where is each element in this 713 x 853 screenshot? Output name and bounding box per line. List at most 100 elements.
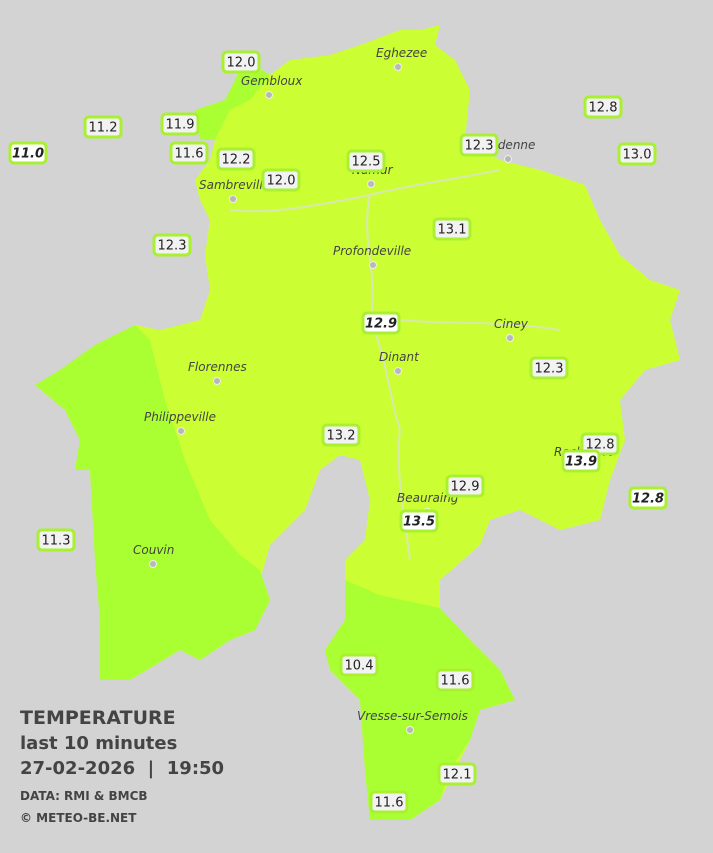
station-box xyxy=(221,50,261,74)
city-name: Gembloux xyxy=(241,74,303,88)
station-value: 12.9 xyxy=(365,317,397,332)
station: 12.2 xyxy=(216,147,256,171)
station: 11.9 xyxy=(160,112,200,136)
caption-datetime: 27-02-2026 | 19:50 xyxy=(20,758,224,779)
station-box xyxy=(432,217,472,241)
station: 12.3 xyxy=(152,233,192,257)
station: 10.4 xyxy=(339,653,379,677)
station-value: 11.3 xyxy=(42,534,71,549)
station: 13.1 xyxy=(432,217,472,241)
station-value: 13.5 xyxy=(403,515,435,530)
station-value: 12.8 xyxy=(589,101,618,116)
station-box xyxy=(445,474,485,498)
station-value: 12.3 xyxy=(535,362,564,377)
city-dot xyxy=(394,367,402,375)
station-value: 12.0 xyxy=(227,56,256,71)
station-box xyxy=(321,423,361,447)
caption-credit: © METEO-BE.NET xyxy=(20,811,137,825)
station: 12.8 xyxy=(628,486,668,510)
station: 11.3 xyxy=(36,528,76,552)
station-box xyxy=(261,168,301,192)
station-box xyxy=(583,95,623,119)
station: 11.6 xyxy=(369,790,409,814)
city-dot xyxy=(504,155,512,163)
station: 11.6 xyxy=(435,668,475,692)
station-box xyxy=(8,141,48,165)
station: 11.2 xyxy=(83,115,123,139)
city-dot xyxy=(149,560,157,568)
station: 12.8 xyxy=(583,95,623,119)
station-box xyxy=(435,668,475,692)
station-value: 11.0 xyxy=(12,147,44,162)
station-value: 12.8 xyxy=(632,492,664,507)
station-value: 13.9 xyxy=(565,455,597,470)
city-dot xyxy=(177,427,185,435)
station-value: 12.0 xyxy=(267,174,296,189)
caption-subtitle: last 10 minutes xyxy=(20,733,177,754)
station: 13.9 xyxy=(561,449,601,473)
station-box xyxy=(216,147,256,171)
station-value: 11.6 xyxy=(375,796,404,811)
city-name: Philippeville xyxy=(144,410,216,424)
station-box xyxy=(399,509,439,533)
station-box xyxy=(437,762,477,786)
station-box xyxy=(339,653,379,677)
station-value: 13.2 xyxy=(327,429,356,444)
city-name: Vresse-sur-Semois xyxy=(357,709,468,723)
station-box xyxy=(628,486,668,510)
zone-west xyxy=(35,325,270,680)
station-value: 11.6 xyxy=(175,147,204,162)
station: 12.9 xyxy=(361,311,401,335)
city-name: Florennes xyxy=(188,360,247,374)
station: 13.0 xyxy=(617,142,657,166)
caption-source: DATA: RMI & BMCB xyxy=(20,789,148,803)
city-dot xyxy=(369,261,377,269)
station-box xyxy=(459,133,499,157)
station-box xyxy=(369,790,409,814)
zone-south xyxy=(325,580,515,820)
city-name: Eghezee xyxy=(376,46,427,60)
city-dot xyxy=(506,334,514,342)
station-value: 12.1 xyxy=(443,768,472,783)
city-dot xyxy=(406,726,414,734)
caption-title: TEMPERATURE xyxy=(20,707,176,729)
city-dot xyxy=(394,63,402,71)
city-dot xyxy=(265,91,273,99)
station-box xyxy=(529,356,569,380)
station-box xyxy=(160,112,200,136)
city-dot xyxy=(367,180,375,188)
station: 12.3 xyxy=(529,356,569,380)
station-box xyxy=(561,449,601,473)
station: 13.5 xyxy=(399,509,439,533)
station: 12.0 xyxy=(261,168,301,192)
station-box xyxy=(346,149,386,173)
station-value: 12.3 xyxy=(158,239,187,254)
city-name: Ciney xyxy=(494,317,529,331)
station: 12.0 xyxy=(221,50,261,74)
station: 12.9 xyxy=(445,474,485,498)
station-value: 12.3 xyxy=(465,139,494,154)
zone-north xyxy=(195,60,270,140)
station-box xyxy=(169,141,209,165)
station-value: 12.2 xyxy=(222,153,251,168)
station: 12.3 xyxy=(459,133,499,157)
station: 12.5 xyxy=(346,149,386,173)
station: 11.0 xyxy=(8,141,48,165)
station-value: 13.1 xyxy=(438,223,467,238)
city-name: Beauraing xyxy=(397,491,459,505)
river xyxy=(229,169,561,561)
station-value: 11.9 xyxy=(166,118,195,133)
station-value: 11.6 xyxy=(441,674,470,689)
city-dot xyxy=(213,377,221,385)
station: 12.1 xyxy=(437,762,477,786)
city-name: Profondeville xyxy=(333,244,411,258)
city-name: Couvin xyxy=(133,543,174,557)
station: 11.6 xyxy=(169,141,209,165)
station-value: 11.2 xyxy=(89,121,118,136)
station-box xyxy=(617,142,657,166)
station-box xyxy=(83,115,123,139)
station-box xyxy=(36,528,76,552)
station-value: 12.9 xyxy=(451,480,480,495)
station-value: 13.0 xyxy=(623,148,652,163)
